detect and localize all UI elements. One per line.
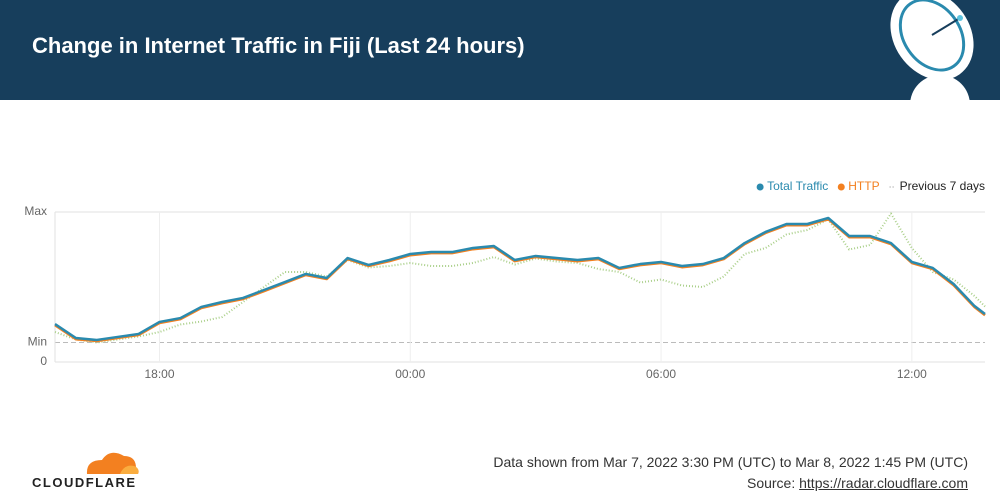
- y-tick-label: Min: [28, 335, 47, 349]
- x-tick-label: 18:00: [144, 367, 174, 381]
- x-tick-label: 06:00: [646, 367, 676, 381]
- series-line: [54, 212, 986, 344]
- dish-icon: [890, 0, 974, 100]
- logo-text: CLOUDFLARE: [32, 475, 137, 488]
- series-line: [54, 217, 986, 343]
- legend-swatch: [837, 183, 845, 191]
- legend-label: Previous 7 days: [900, 179, 985, 193]
- legend-label: HTTP: [848, 179, 879, 193]
- x-tick-label: 00:00: [395, 367, 425, 381]
- header: Change in Internet Traffic in Fiji (Last…: [0, 0, 1000, 100]
- x-tick-label: 12:00: [897, 367, 927, 381]
- page-title: Change in Internet Traffic in Fiji (Last…: [32, 33, 525, 58]
- legend-label: Total Traffic: [767, 179, 828, 193]
- series-line: [54, 216, 986, 342]
- logo-cloud: CLOUDFLARE: [32, 452, 139, 490]
- logo: CLOUDFLARE: [32, 448, 142, 493]
- source-label: Source:: [746, 475, 796, 491]
- footer: Data shown from Mar 7, 2022 3:30 PM (UTC…: [493, 452, 968, 494]
- source-link[interactable]: https://radar.cloudflare.com: [799, 475, 968, 491]
- source: Source: https://radar.cloudflare.com: [493, 473, 968, 494]
- legend-swatch: [756, 183, 764, 191]
- y-tick-label: Max: [24, 204, 47, 218]
- y-tick-label: 0: [40, 354, 47, 368]
- date-range: Data shown from Mar 7, 2022 3:30 PM (UTC…: [493, 454, 968, 470]
- chart: 0 Min Max 18:00 00:00 06:00 12:00 Previous 7 da…: [24, 179, 986, 381]
